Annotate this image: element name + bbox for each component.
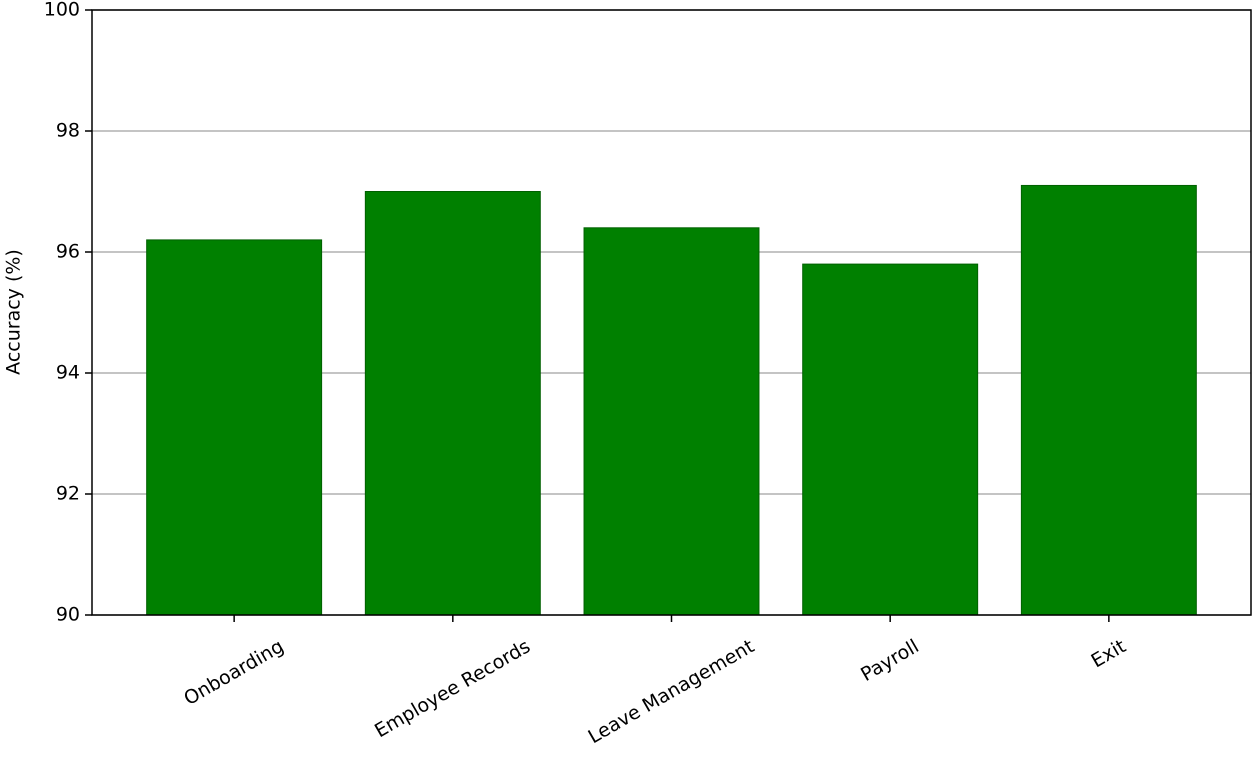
bar xyxy=(1020,184,1197,616)
y-tick-label: 98 xyxy=(56,120,80,142)
x-tick-label: Leave Management xyxy=(584,635,758,748)
bar xyxy=(146,239,323,616)
y-tick-label: 96 xyxy=(56,241,80,263)
y-tick-label: 94 xyxy=(56,362,80,384)
bar xyxy=(802,263,979,616)
x-tick-label: Exit xyxy=(1088,635,1130,672)
bar xyxy=(364,191,541,616)
x-tick-label: Onboarding xyxy=(180,635,287,710)
bar xyxy=(583,227,760,616)
y-axis-label: Accuracy (%) xyxy=(3,249,25,375)
y-tick-label: 92 xyxy=(56,483,80,505)
y-tick-label: 100 xyxy=(44,0,80,21)
plot-frame xyxy=(91,9,1252,616)
x-tick-label: Employee Records xyxy=(371,635,534,742)
x-tick-label: Payroll xyxy=(857,635,923,686)
y-tick-label: 90 xyxy=(56,604,80,626)
